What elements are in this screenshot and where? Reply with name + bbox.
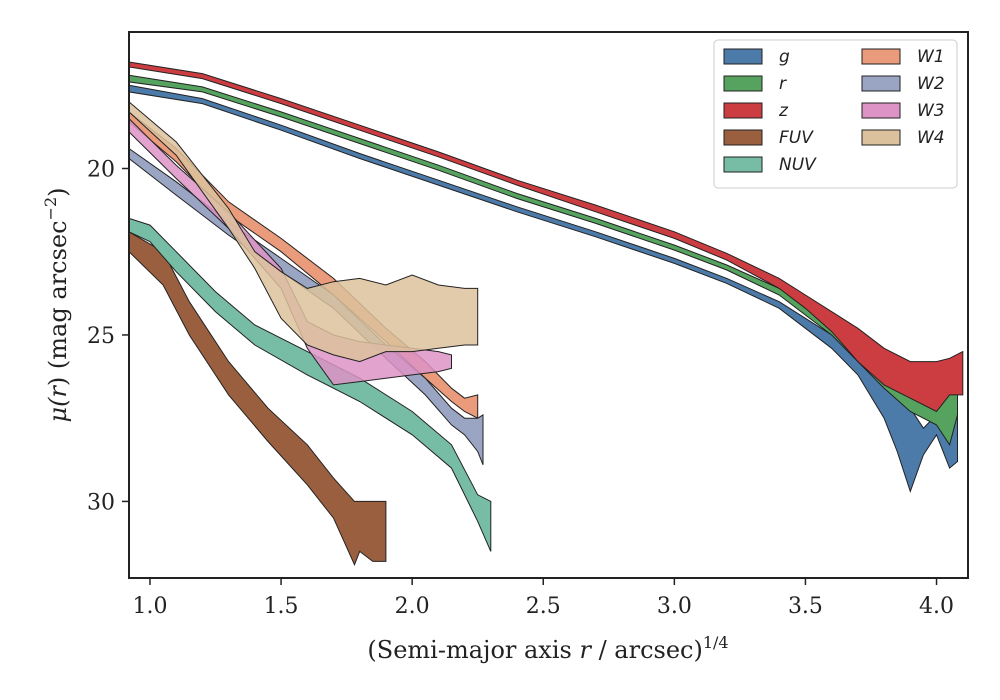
legend-items: grz FUV NUV W1 W2 W3 W4 [723, 47, 945, 175]
y-axis-ticks: 20 25 30 [87, 158, 129, 515]
x-tick-label: 1.0 [132, 594, 167, 619]
y-axis-label: μ(r) (mag arcsec−2) [41, 187, 72, 422]
x-tick-label: 2.5 [526, 594, 561, 619]
legend-swatch-fuv [723, 129, 763, 146]
legend-swatch-w2 [861, 75, 901, 92]
x-axis-label: (Semi-major axis r / arcsec)1/4 [367, 633, 728, 664]
legend-label-nuv: NUV [779, 155, 817, 175]
legend-label-w4: W4 [917, 128, 945, 148]
x-tick-label: 1.5 [264, 594, 299, 619]
legend: grz FUV NUV W1 W2 W3 W4 [713, 39, 958, 189]
series-band-w4 [128, 100, 479, 363]
legend-swatch-w3 [861, 102, 901, 119]
x-tick-label: 4.0 [919, 594, 954, 619]
legend-swatch-w1 [861, 48, 901, 65]
x-tick-label: 3.5 [788, 594, 823, 619]
legend-label-z: z [778, 101, 789, 121]
legend-swatch-g [723, 48, 763, 65]
y-tick-label: 25 [87, 324, 115, 349]
x-axis-ticks: 1.0 1.5 2.0 2.5 3.0 3.5 4.0 [132, 578, 954, 619]
x-tick-label: 2.0 [395, 594, 430, 619]
series-layer [128, 61, 964, 566]
series-band-r [128, 74, 958, 447]
y-tick-label: 20 [87, 158, 115, 183]
x-tick-label: 3.0 [657, 594, 692, 619]
legend-label-w3: W3 [917, 101, 945, 121]
legend-label-w2: W2 [917, 74, 945, 94]
series-band-z [128, 61, 964, 413]
legend-label-w1: W1 [917, 47, 945, 67]
series-band-fuv [128, 230, 387, 566]
y-tick-label: 30 [87, 490, 115, 515]
plot-frame [128, 31, 969, 579]
legend-label-fuv: FUV [779, 128, 814, 148]
legend-swatch-w4 [861, 129, 901, 146]
legend-swatch-nuv [723, 156, 763, 173]
series-band-g [128, 84, 958, 493]
series-band-nuv [128, 217, 492, 552]
legend-swatch-r [723, 75, 763, 92]
legend-label-r: r [779, 74, 787, 94]
legend-label-g: g [779, 47, 790, 67]
legend-swatch-z [723, 102, 763, 119]
